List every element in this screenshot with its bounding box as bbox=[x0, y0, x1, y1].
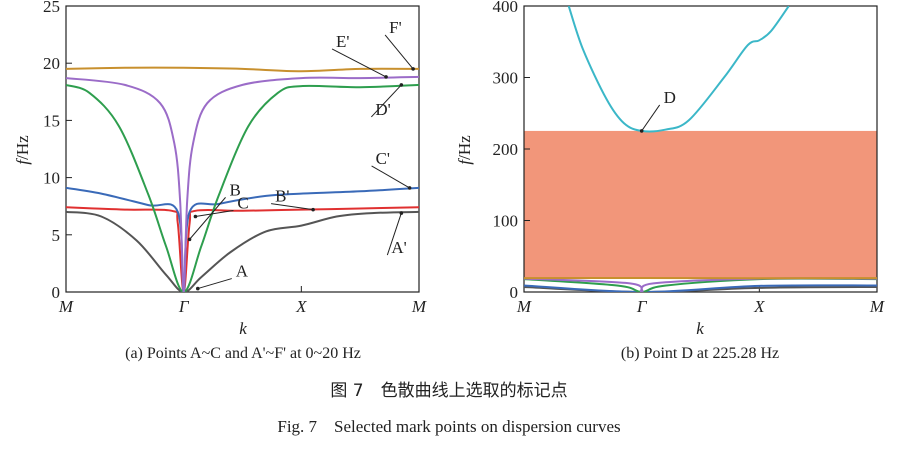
x-axis-label-b: k bbox=[696, 319, 704, 338]
annotation-arrow-Fp-a bbox=[384, 34, 414, 70]
x-tick-label-a: M bbox=[58, 297, 74, 316]
annotation-arrow-B-a bbox=[189, 197, 226, 240]
y-tick-label-a: 20 bbox=[43, 54, 60, 73]
series-line-band5-a bbox=[66, 75, 419, 292]
series-line-band3-b bbox=[524, 284, 877, 292]
annotation-arrow-D-b bbox=[641, 104, 661, 132]
annotation-label-A-a: A bbox=[236, 262, 249, 281]
series-line-band4-a bbox=[66, 83, 419, 292]
x-tick-label-a: Γ bbox=[178, 297, 190, 316]
figure-caption-cn: 图 7 色散曲线上选取的标记点 bbox=[330, 381, 567, 401]
panel-b: 0 100 200 300 400 M Γ X M D f/Hz k (b) Point D … bbox=[455, 0, 885, 362]
y-tick-label-a: 25 bbox=[43, 0, 60, 16]
y-tick-label-a: 0 bbox=[52, 283, 61, 302]
annotation-arrow-Ap-a bbox=[386, 212, 402, 256]
y-tick-label-a: 15 bbox=[43, 111, 60, 130]
annotation-label-Dp-a: D' bbox=[375, 100, 390, 119]
annotation-point-Dp-a bbox=[399, 83, 404, 87]
annotation-label-D-b: D bbox=[664, 88, 676, 107]
annotation-point-Ep-a bbox=[384, 75, 388, 79]
annotation-arrow-Cp-a bbox=[371, 165, 410, 189]
series-line-band7-b bbox=[567, 6, 790, 133]
x-tick-label-b: Γ bbox=[636, 297, 648, 316]
annotation-label-Ap-a: A' bbox=[391, 238, 406, 257]
annotation-point-A-a bbox=[195, 286, 200, 291]
series-line-band3-a bbox=[66, 186, 419, 292]
band-gap-b bbox=[524, 130, 877, 278]
caption-a: (a) Points A~C and A'~F' at 0~20 Hz bbox=[125, 345, 361, 362]
y-axis-label-b: f/Hz bbox=[455, 135, 474, 165]
figure-caption-en: Fig. 7 Selected mark points on dispersio… bbox=[277, 417, 620, 436]
annotation-point-D-b bbox=[639, 129, 644, 133]
annotation-point-Cp-a bbox=[407, 186, 412, 190]
annotation-arrow-C-a bbox=[195, 210, 234, 217]
annotation-label-C-a: C bbox=[237, 193, 248, 212]
annotation-arrow-Bp-a bbox=[271, 203, 314, 211]
y-tick-label-b: 100 bbox=[493, 212, 519, 231]
y-tick-label-b: 300 bbox=[493, 69, 519, 88]
annotation-label-Bp-a: B' bbox=[275, 187, 289, 206]
x-tick-label-b: M bbox=[516, 297, 532, 316]
x-tick-label-a: M bbox=[411, 297, 427, 316]
series-line-band1-a bbox=[66, 210, 419, 292]
annotation-label-B-a: B bbox=[230, 180, 241, 199]
annotation-point-C-a bbox=[193, 214, 198, 219]
annotation-label-Ep-a: E' bbox=[336, 32, 349, 51]
y-tick-label-a: 10 bbox=[43, 169, 60, 188]
series-line-band2-a bbox=[66, 206, 419, 292]
annotation-arrow-A-a bbox=[197, 278, 232, 290]
annotation-point-Fp-a bbox=[411, 67, 415, 71]
panel-a: 0 5 10 15 20 25 M Γ X M A BC A' B' C' D' E' F' f/Hz k (… bbox=[13, 0, 427, 362]
y-tick-label-b: 0 bbox=[510, 283, 519, 302]
annotation-point-Ap-a bbox=[399, 211, 404, 215]
annotation-arrow-Ep-a bbox=[331, 48, 387, 78]
annotation-point-B-a bbox=[187, 237, 192, 242]
x-tick-label-b: M bbox=[869, 297, 885, 316]
caption-b: (b) Point D at 225.28 Hz bbox=[621, 345, 779, 362]
annotation-label-Cp-a: C' bbox=[376, 149, 390, 168]
annotation-label-Fp-a: F' bbox=[389, 18, 402, 37]
series-line-band6-a bbox=[66, 66, 419, 73]
x-tick-label-b: X bbox=[753, 297, 765, 316]
annotation-point-Bp-a bbox=[311, 207, 315, 212]
x-tick-label-a: X bbox=[295, 297, 307, 316]
x-axis-label-a: k bbox=[239, 319, 247, 338]
plot-frame-a bbox=[65, 5, 420, 293]
y-tick-label-a: 5 bbox=[52, 226, 61, 245]
annotation-arrow-Dp-a bbox=[370, 84, 402, 118]
y-tick-label-b: 200 bbox=[493, 140, 519, 159]
y-tick-label-b: 400 bbox=[493, 0, 519, 16]
y-axis-label-a: f/Hz bbox=[13, 135, 32, 165]
